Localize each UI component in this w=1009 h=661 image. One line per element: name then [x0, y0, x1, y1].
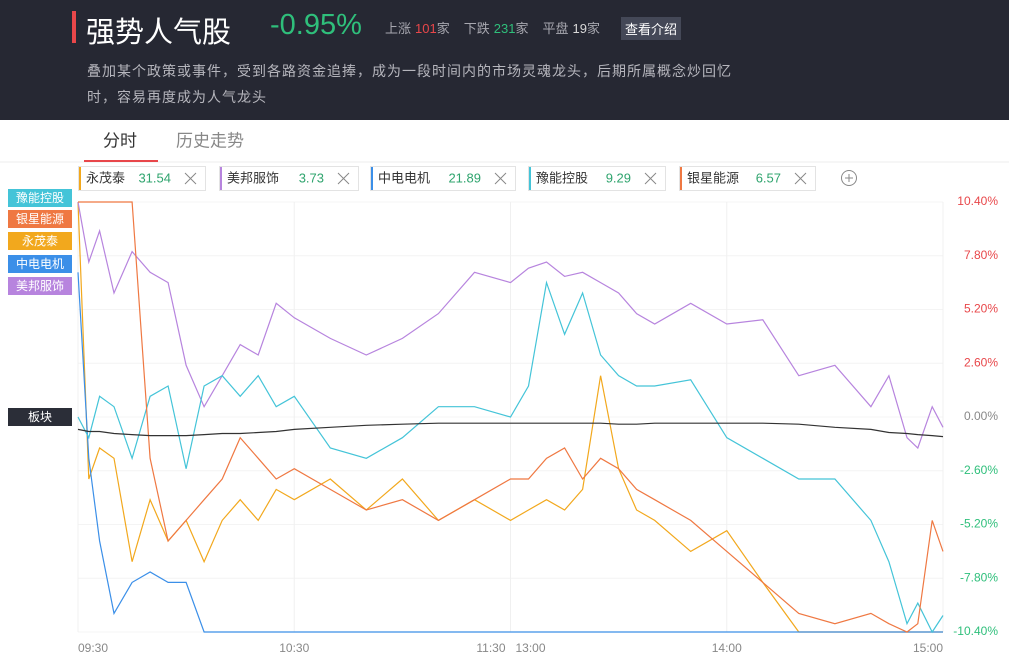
add-icon: [845, 174, 853, 182]
chip-color: [220, 167, 222, 190]
series-line: [77, 422, 944, 438]
y-tick-label: -10.40%: [953, 624, 998, 638]
legend-label: 中电电机: [16, 256, 64, 271]
stat-label: 下跌: [463, 21, 490, 36]
x-tick-label: 10:30: [279, 641, 309, 655]
series-line: [77, 201, 944, 450]
stats: 上涨 101家 下跌 231家 平盘 19家: [385, 18, 614, 37]
tab-underline: [84, 160, 158, 162]
chip-price: 3.73: [299, 170, 324, 185]
header: 强势人气股 -0.95% 上涨 101家 下跌 231家 平盘 19家 查看介绍 叠加某个…: [0, 0, 1009, 120]
y-tick-label: 0.00%: [964, 409, 998, 423]
stat-label: 平盘: [542, 21, 569, 36]
x-tick-label: 09:30: [78, 641, 108, 655]
stock-chip[interactable]: [370, 166, 516, 191]
stat: 上涨 101家: [385, 21, 450, 36]
chip-name: 美邦服饰: [227, 170, 279, 185]
legend-label: 永茂泰: [22, 234, 58, 248]
stat-count: 231: [493, 21, 516, 36]
chip-color: [529, 167, 531, 190]
stat-count: 19: [572, 21, 587, 36]
tab[interactable]: 历史走势: [176, 131, 244, 150]
chip-name: 豫能控股: [536, 170, 588, 185]
stat-unit: 家: [515, 21, 529, 36]
chip-close[interactable]: [184, 172, 197, 185]
legend-tag: [8, 408, 72, 426]
change: -0.95%: [270, 9, 362, 41]
chip-name: 银星能源: [687, 170, 739, 185]
legend-label: 银星能源: [16, 212, 64, 226]
legend-tag: [8, 232, 72, 250]
chip-close[interactable]: [494, 172, 507, 185]
y-tick-label: -2.60%: [960, 463, 998, 477]
stock-chip[interactable]: [78, 166, 206, 191]
y-tick-label: 2.60%: [964, 355, 998, 369]
legend-tag: [8, 210, 72, 228]
legend-label: 板块: [28, 410, 52, 424]
title-marker: [72, 11, 76, 43]
y-tick-label: -5.20%: [960, 517, 998, 531]
chip-color: [680, 167, 682, 190]
series-line: [77, 280, 944, 634]
series-line: [77, 272, 943, 633]
legend-tag: [8, 277, 72, 295]
series-line: [78, 201, 944, 633]
x-tick-label: 15:00: [913, 641, 943, 655]
stat: 平盘 19家: [542, 21, 600, 36]
intro-button[interactable]: 查看介绍: [621, 17, 682, 40]
x-tick-label: 14:00: [712, 641, 742, 655]
chip-close[interactable]: [644, 172, 657, 185]
chip-color: [371, 167, 373, 190]
chip-close[interactable]: [794, 172, 807, 185]
tab[interactable]: 分时: [103, 131, 137, 150]
chip-name: 中电电机: [378, 170, 430, 185]
chip-price: 21.89: [448, 170, 481, 185]
x-tick-label: 13:00: [516, 641, 546, 655]
y-tick-label: 10.40%: [957, 194, 998, 208]
stat-unit: 家: [436, 21, 450, 36]
chip-name: 永茂泰: [86, 170, 125, 185]
y-tick-label: 7.80%: [964, 248, 998, 262]
x-tick-label: 11:30: [476, 641, 505, 655]
stock-chip[interactable]: [679, 166, 816, 191]
chip-close[interactable]: [337, 172, 350, 185]
stock-chip[interactable]: [528, 166, 666, 191]
chip-price: 6.57: [756, 170, 781, 185]
stock-chip[interactable]: [219, 166, 359, 191]
title: 强势人气股: [86, 17, 232, 49]
legend-tag: [8, 255, 72, 273]
legend-label: 美邦服饰: [16, 279, 64, 293]
chip-price: 9.29: [606, 170, 631, 185]
description: 叠加某个政策或事件，受到各路资金追捧，成为一段时间内的市场灵魂龙头，后期所属概念…: [87, 63, 732, 105]
stat-label: 上涨: [385, 21, 412, 36]
chip-price: 31.54: [138, 170, 171, 185]
legend-tag: [8, 189, 72, 207]
stat-count: 101: [415, 21, 437, 36]
y-tick-label: -7.80%: [960, 570, 998, 584]
y-tick-label: 5.20%: [964, 302, 998, 316]
stat-unit: 家: [586, 21, 600, 36]
stat: 下跌 231家: [464, 21, 529, 36]
chip-color: [79, 167, 81, 190]
legend-label: 豫能控股: [16, 191, 64, 205]
add-button[interactable]: [841, 170, 857, 186]
